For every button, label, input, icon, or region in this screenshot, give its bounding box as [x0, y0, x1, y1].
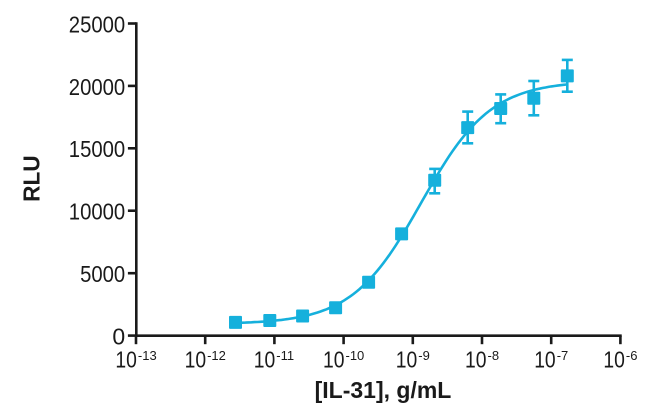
svg-text:10: 10	[323, 346, 345, 372]
svg-text:[IL-31], g/mL: [IL-31], g/mL	[315, 377, 452, 403]
svg-text:10: 10	[465, 346, 487, 372]
svg-text:10000: 10000	[69, 199, 125, 225]
svg-text:10: 10	[254, 346, 275, 372]
svg-text:-7: -7	[557, 348, 569, 363]
svg-text:10: 10	[603, 346, 625, 372]
svg-text:-11: -11	[276, 348, 294, 363]
svg-text:15000: 15000	[69, 136, 125, 162]
svg-text:-6: -6	[626, 348, 638, 363]
svg-text:-13: -13	[138, 348, 157, 363]
svg-text:RLU: RLU	[19, 155, 45, 202]
svg-text:10: 10	[115, 346, 136, 372]
svg-text:25000: 25000	[69, 11, 125, 37]
svg-text:-9: -9	[418, 348, 430, 363]
svg-text:5000: 5000	[80, 261, 125, 287]
svg-text:-8: -8	[488, 348, 500, 363]
svg-text:0: 0	[112, 324, 125, 350]
svg-text:10: 10	[396, 346, 418, 372]
svg-text:10: 10	[534, 346, 556, 372]
svg-text:20000: 20000	[69, 74, 125, 100]
svg-text:-12: -12	[207, 348, 226, 363]
svg-text:-10: -10	[346, 348, 365, 363]
svg-text:10: 10	[185, 346, 207, 372]
